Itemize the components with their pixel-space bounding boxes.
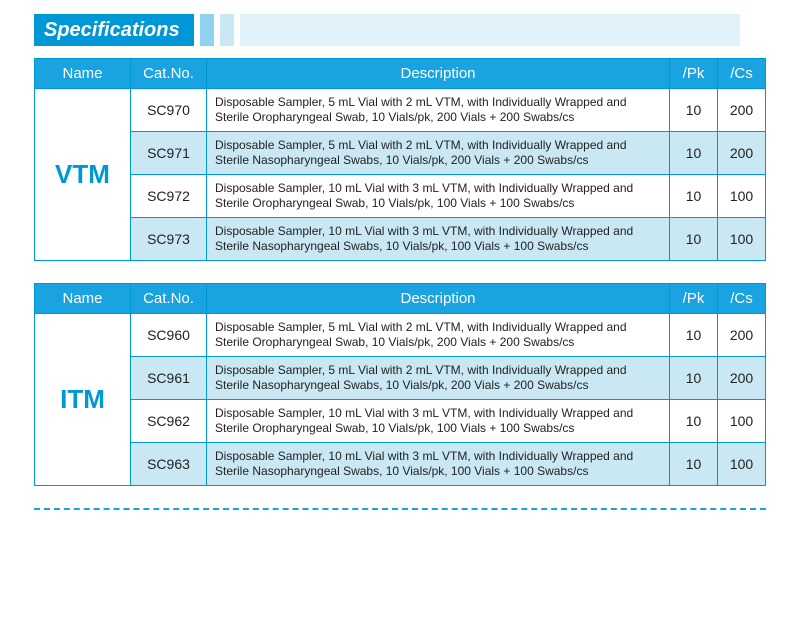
cs-cell: 100 [718,400,766,443]
table-row: ITMSC960Disposable Sampler, 5 mL Vial wi… [35,314,766,357]
cat-no-cell: SC960 [131,314,207,357]
col-header-cs: /Cs [718,284,766,314]
page: Specifications NameCat.No.Description/Pk… [0,0,800,528]
pk-cell: 10 [670,175,718,218]
cat-no-cell: SC973 [131,218,207,261]
description-cell: Disposable Sampler, 5 mL Vial with 2 mL … [207,89,670,132]
table-row: SC973Disposable Sampler, 10 mL Vial with… [35,218,766,261]
pk-cell: 10 [670,89,718,132]
description-cell: Disposable Sampler, 5 mL Vial with 2 mL … [207,314,670,357]
cs-cell: 100 [718,443,766,486]
pk-cell: 10 [670,443,718,486]
spec-table: NameCat.No.Description/Pk/CsITMSC960Disp… [34,283,766,486]
description-cell: Disposable Sampler, 5 mL Vial with 2 mL … [207,357,670,400]
pk-cell: 10 [670,400,718,443]
description-cell: Disposable Sampler, 5 mL Vial with 2 mL … [207,132,670,175]
title-strip [220,14,234,46]
tables-container: NameCat.No.Description/Pk/CsVTMSC970Disp… [34,58,766,486]
description-cell: Disposable Sampler, 10 mL Vial with 3 mL… [207,175,670,218]
title-text: Specifications [34,14,194,46]
table-row: VTMSC970Disposable Sampler, 5 mL Vial wi… [35,89,766,132]
title-decoration [194,14,740,46]
group-name-cell: VTM [35,89,131,261]
spec-table: NameCat.No.Description/Pk/CsVTMSC970Disp… [34,58,766,261]
cat-no-cell: SC972 [131,175,207,218]
col-header-cs: /Cs [718,59,766,89]
pk-cell: 10 [670,314,718,357]
cs-cell: 100 [718,218,766,261]
cs-cell: 100 [718,175,766,218]
cs-cell: 200 [718,357,766,400]
description-cell: Disposable Sampler, 10 mL Vial with 3 mL… [207,443,670,486]
table-row: SC962Disposable Sampler, 10 mL Vial with… [35,400,766,443]
col-header-pk: /Pk [670,59,718,89]
table-header-row: NameCat.No.Description/Pk/Cs [35,59,766,89]
cat-no-cell: SC970 [131,89,207,132]
title-bar: Specifications [34,14,766,46]
col-header-desc: Description [207,284,670,314]
table-row: SC963Disposable Sampler, 10 mL Vial with… [35,443,766,486]
cat-no-cell: SC971 [131,132,207,175]
cat-no-cell: SC962 [131,400,207,443]
col-header-cat: Cat.No. [131,59,207,89]
table-row: SC972Disposable Sampler, 10 mL Vial with… [35,175,766,218]
table-row: SC971Disposable Sampler, 5 mL Vial with … [35,132,766,175]
pk-cell: 10 [670,218,718,261]
dashed-separator [34,508,766,510]
cs-cell: 200 [718,132,766,175]
col-header-pk: /Pk [670,284,718,314]
description-cell: Disposable Sampler, 10 mL Vial with 3 mL… [207,218,670,261]
pk-cell: 10 [670,132,718,175]
cat-no-cell: SC963 [131,443,207,486]
pk-cell: 10 [670,357,718,400]
cs-cell: 200 [718,89,766,132]
table-header-row: NameCat.No.Description/Pk/Cs [35,284,766,314]
description-cell: Disposable Sampler, 10 mL Vial with 3 mL… [207,400,670,443]
group-name-cell: ITM [35,314,131,486]
cat-no-cell: SC961 [131,357,207,400]
cs-cell: 200 [718,314,766,357]
col-header-name: Name [35,284,131,314]
col-header-name: Name [35,59,131,89]
col-header-cat: Cat.No. [131,284,207,314]
table-row: SC961Disposable Sampler, 5 mL Vial with … [35,357,766,400]
title-strip [240,14,740,46]
col-header-desc: Description [207,59,670,89]
title-strip [200,14,214,46]
